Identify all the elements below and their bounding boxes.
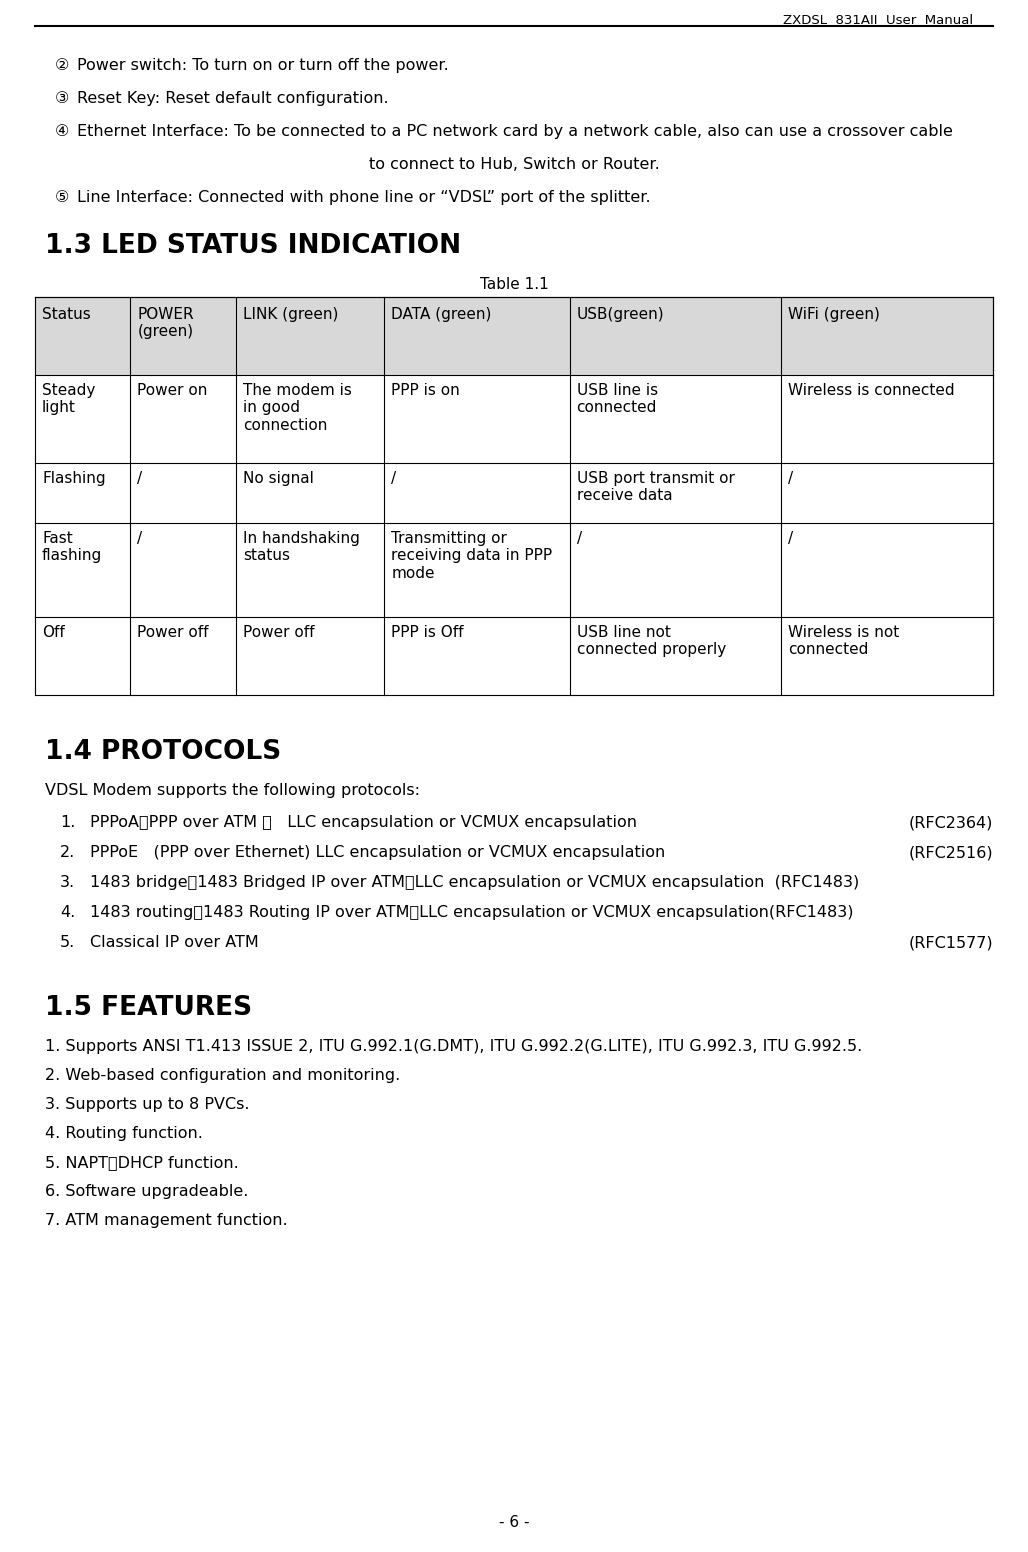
Text: Fast
flashing: Fast flashing bbox=[42, 531, 102, 563]
Text: Ethernet Interface: To be connected to a PC network card by a network cable, als: Ethernet Interface: To be connected to a… bbox=[77, 124, 953, 140]
Text: Reset Key: Reset default configuration.: Reset Key: Reset default configuration. bbox=[77, 92, 389, 106]
Text: In handshaking
status: In handshaking status bbox=[244, 531, 360, 563]
Text: /: / bbox=[138, 470, 143, 486]
Text: 2.: 2. bbox=[60, 844, 75, 860]
Text: (RFC1577): (RFC1577) bbox=[909, 934, 993, 950]
Text: ④: ④ bbox=[56, 124, 69, 140]
Text: to connect to Hub, Switch or Router.: to connect to Hub, Switch or Router. bbox=[369, 157, 659, 172]
Text: Flashing: Flashing bbox=[42, 470, 106, 486]
Text: 4.: 4. bbox=[60, 905, 75, 920]
Text: Line Interface: Connected with phone line or “VDSL” port of the splitter.: Line Interface: Connected with phone lin… bbox=[77, 189, 651, 205]
Text: USB line is
connected: USB line is connected bbox=[577, 383, 658, 416]
Text: 1.4 PROTOCOLS: 1.4 PROTOCOLS bbox=[45, 739, 282, 765]
Text: Power off: Power off bbox=[138, 625, 209, 639]
Text: ②: ② bbox=[56, 57, 69, 73]
Text: PPP is Off: PPP is Off bbox=[392, 625, 464, 639]
Text: PPPoA（PPP over ATM ）   LLC encapsulation or VCMUX encapsulation: PPPoA（PPP over ATM ） LLC encapsulation o… bbox=[90, 815, 637, 830]
Text: Power off: Power off bbox=[244, 625, 315, 639]
Text: VDSL Modem supports the following protocols:: VDSL Modem supports the following protoc… bbox=[45, 784, 420, 798]
Text: Status: Status bbox=[42, 307, 90, 321]
Text: No signal: No signal bbox=[244, 470, 314, 486]
Text: - 6 -: - 6 - bbox=[499, 1515, 529, 1530]
Text: USB line not
connected properly: USB line not connected properly bbox=[577, 625, 726, 658]
Text: /: / bbox=[392, 470, 397, 486]
Text: 1.3 LED STATUS INDICATION: 1.3 LED STATUS INDICATION bbox=[45, 233, 462, 259]
Text: 1.5 FEATURES: 1.5 FEATURES bbox=[45, 995, 252, 1021]
Text: (RFC2516): (RFC2516) bbox=[909, 844, 993, 860]
Bar bbox=[35, 296, 993, 376]
Text: PPP is on: PPP is on bbox=[392, 383, 461, 397]
Text: (RFC2364): (RFC2364) bbox=[909, 815, 993, 830]
Text: 1483 bridge（1483 Bridged IP over ATM）LLC encapsulation or VCMUX encapsulation  (: 1483 bridge（1483 Bridged IP over ATM）LLC… bbox=[90, 875, 859, 889]
Text: 2. Web-based configuration and monitoring.: 2. Web-based configuration and monitorin… bbox=[45, 1068, 400, 1083]
Text: /: / bbox=[788, 531, 794, 546]
Text: Off: Off bbox=[42, 625, 65, 639]
Text: USB port transmit or
receive data: USB port transmit or receive data bbox=[577, 470, 734, 503]
Text: Classical IP over ATM: Classical IP over ATM bbox=[90, 934, 259, 950]
Text: LINK (green): LINK (green) bbox=[244, 307, 338, 321]
Text: /: / bbox=[138, 531, 143, 546]
Text: POWER
(green): POWER (green) bbox=[138, 307, 194, 340]
Text: 1483 routing（1483 Routing IP over ATM）LLC encapsulation or VCMUX encapsulation(R: 1483 routing（1483 Routing IP over ATM）LL… bbox=[90, 905, 853, 920]
Text: 5. NAPT、DHCP function.: 5. NAPT、DHCP function. bbox=[45, 1155, 238, 1170]
Text: Wireless is connected: Wireless is connected bbox=[788, 383, 955, 397]
Text: /: / bbox=[788, 470, 794, 486]
Text: 3.: 3. bbox=[60, 875, 75, 889]
Text: ③: ③ bbox=[56, 92, 69, 106]
Text: DATA (green): DATA (green) bbox=[392, 307, 491, 321]
Text: 5.: 5. bbox=[60, 934, 75, 950]
Text: PPPoE   (PPP over Ethernet) LLC encapsulation or VCMUX encapsulation: PPPoE (PPP over Ethernet) LLC encapsulat… bbox=[90, 844, 665, 860]
Text: 6. Software upgradeable.: 6. Software upgradeable. bbox=[45, 1184, 249, 1200]
Text: Wireless is not
connected: Wireless is not connected bbox=[788, 625, 900, 658]
Text: /: / bbox=[577, 531, 582, 546]
Text: USB(green): USB(green) bbox=[577, 307, 664, 321]
Text: Power switch: To turn on or turn off the power.: Power switch: To turn on or turn off the… bbox=[77, 57, 449, 73]
Text: 1.: 1. bbox=[60, 815, 75, 830]
Text: 3. Supports up to 8 PVCs.: 3. Supports up to 8 PVCs. bbox=[45, 1097, 250, 1111]
Text: Steady
light: Steady light bbox=[42, 383, 96, 416]
Text: 1. Supports ANSI T1.413 ISSUE 2, ITU G.992.1(G.DMT), ITU G.992.2(G.LITE), ITU G.: 1. Supports ANSI T1.413 ISSUE 2, ITU G.9… bbox=[45, 1038, 862, 1054]
Text: 7. ATM management function.: 7. ATM management function. bbox=[45, 1214, 288, 1228]
Text: Transmitting or
receiving data in PPP
mode: Transmitting or receiving data in PPP mo… bbox=[392, 531, 552, 580]
Text: 4. Routing function.: 4. Routing function. bbox=[45, 1127, 203, 1141]
Text: WiFi (green): WiFi (green) bbox=[788, 307, 880, 321]
Text: Power on: Power on bbox=[138, 383, 208, 397]
Text: ZXDSL  831AII  User  Manual: ZXDSL 831AII User Manual bbox=[783, 14, 972, 26]
Text: Table 1.1: Table 1.1 bbox=[480, 276, 548, 292]
Text: The modem is
in good
connection: The modem is in good connection bbox=[244, 383, 352, 433]
Text: ⑤: ⑤ bbox=[56, 189, 69, 205]
